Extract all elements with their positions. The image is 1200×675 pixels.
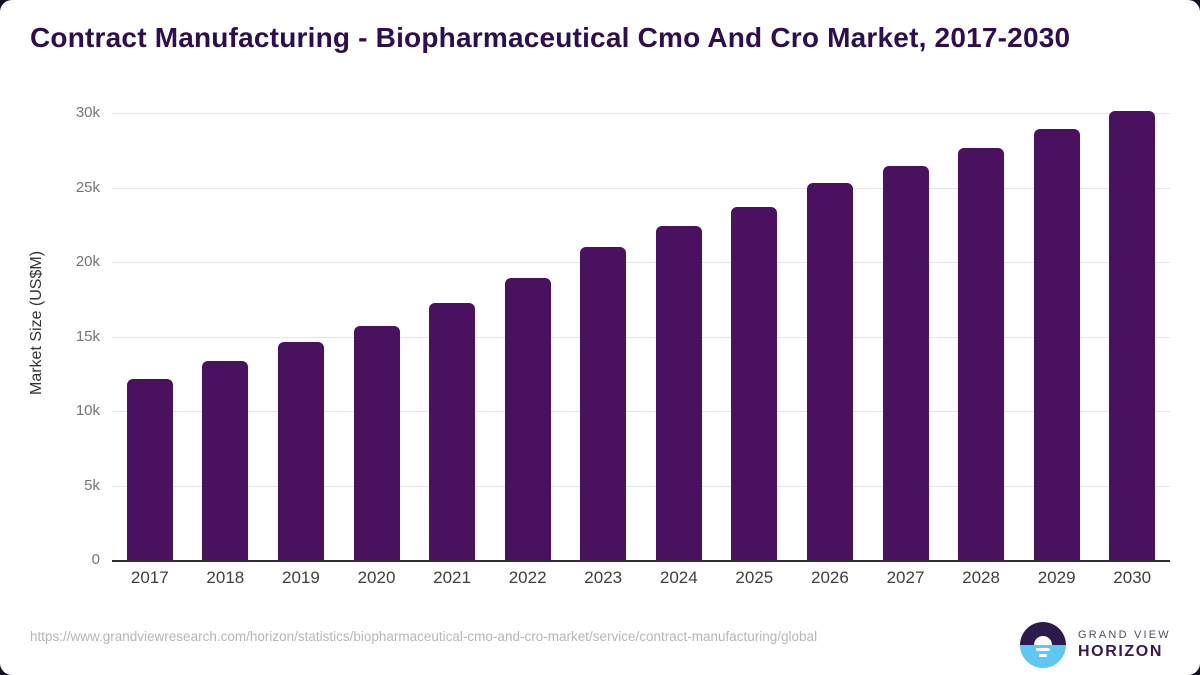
- bar-2028: [958, 148, 1005, 560]
- logo-grand-view-label: GRAND VIEW: [1078, 629, 1171, 641]
- bar-2024: [655, 226, 702, 560]
- bar-2029: [1033, 129, 1080, 560]
- bar-2030: [1109, 110, 1156, 560]
- bar-2027: [882, 165, 929, 560]
- gridline: [112, 411, 1170, 412]
- x-tick-label: 2028: [962, 568, 1000, 587]
- x-tick-label: 2019: [282, 568, 320, 587]
- logo-horizon-label: HORIZON: [1078, 643, 1163, 660]
- y-tick-label: 15k: [75, 327, 100, 345]
- source-url: https://www.grandviewresearch.com/horizo…: [30, 629, 818, 644]
- gridline: [112, 262, 1170, 263]
- bar-2019: [277, 342, 324, 560]
- x-tick-label: 2018: [206, 568, 245, 587]
- sun-shape: [1034, 636, 1052, 645]
- bar-2018: [202, 361, 249, 560]
- x-tick-label: 2029: [1037, 568, 1076, 587]
- gridline: [112, 113, 1170, 114]
- plot-area: [112, 95, 1170, 562]
- bar-2022: [504, 277, 551, 560]
- sun-reflection-line: [1039, 654, 1047, 657]
- bar-2020: [353, 326, 400, 560]
- logo-text: GRAND VIEW HORIZON: [1078, 629, 1171, 661]
- bar-2026: [806, 183, 853, 560]
- bar-2023: [580, 247, 627, 560]
- x-tick-label: 2030: [1113, 568, 1152, 587]
- y-tick-label: 0: [91, 551, 100, 568]
- x-tick-label: 2025: [735, 568, 774, 587]
- x-tick-label: 2026: [811, 568, 849, 587]
- x-tick-label: 2021: [433, 568, 471, 587]
- x-tick-label: 2022: [508, 568, 547, 587]
- y-tick-label: 10k: [75, 402, 100, 419]
- chart-title: Contract Manufacturing - Biopharmaceutic…: [30, 22, 1071, 53]
- y-tick-label: 20k: [75, 253, 100, 270]
- x-tick-label: 2020: [357, 568, 396, 587]
- y-tick-label: 30k: [75, 104, 100, 121]
- x-tick-label: 2017: [130, 568, 169, 587]
- x-tick-label: 2027: [886, 568, 925, 587]
- horizon-sunrise-icon: [1020, 622, 1066, 668]
- bar-2025: [731, 206, 778, 560]
- y-tick-label: 5k: [84, 476, 100, 494]
- bar-2021: [429, 302, 476, 560]
- gridline: [112, 336, 1170, 338]
- x-tick-label: 2023: [584, 568, 623, 587]
- y-tick-label: 25k: [75, 178, 100, 196]
- x-tick-label: 2024: [659, 568, 698, 587]
- sun-reflection-line: [1036, 648, 1050, 651]
- bar-2017: [126, 378, 173, 560]
- grand-view-horizon-logo: GRAND VIEW HORIZON: [1020, 622, 1171, 668]
- gridline: [112, 485, 1170, 487]
- gridline: [112, 187, 1170, 189]
